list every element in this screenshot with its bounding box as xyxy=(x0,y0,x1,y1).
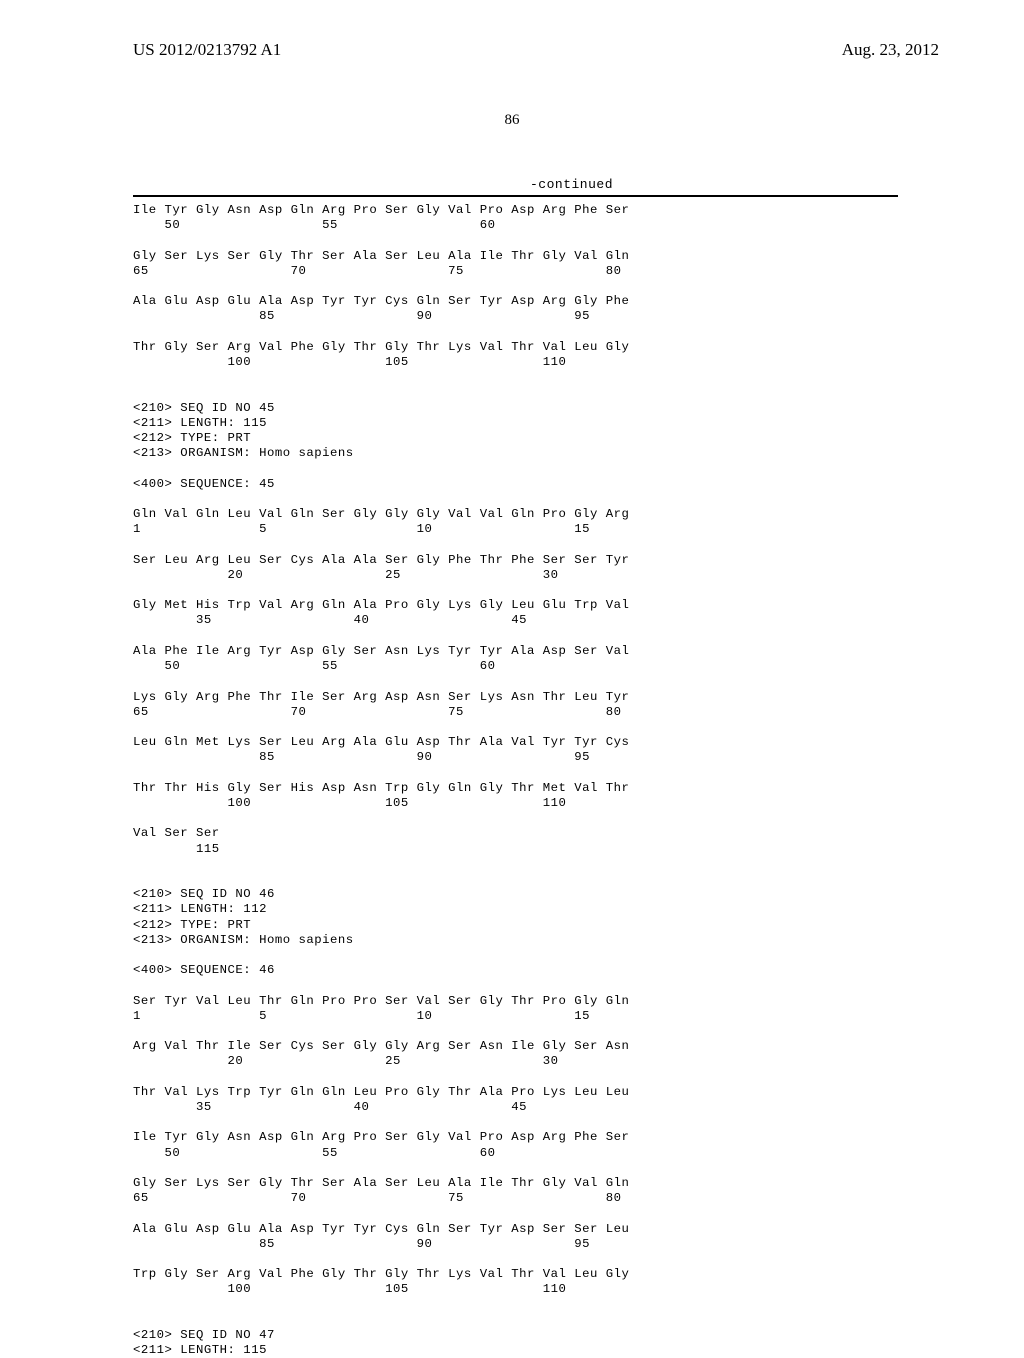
sequence-listing: Ile Tyr Gly Asn Asp Gln Arg Pro Ser Gly … xyxy=(133,203,629,1358)
page-container: US 2012/0213792 A1 Aug. 23, 2012 86 -con… xyxy=(0,0,1024,1320)
page-number: 86 xyxy=(0,112,1024,129)
continued-label: -continued xyxy=(530,177,613,192)
horizontal-rule xyxy=(133,195,898,197)
publication-date: Aug. 23, 2012 xyxy=(842,40,939,60)
publication-number: US 2012/0213792 A1 xyxy=(133,40,281,60)
